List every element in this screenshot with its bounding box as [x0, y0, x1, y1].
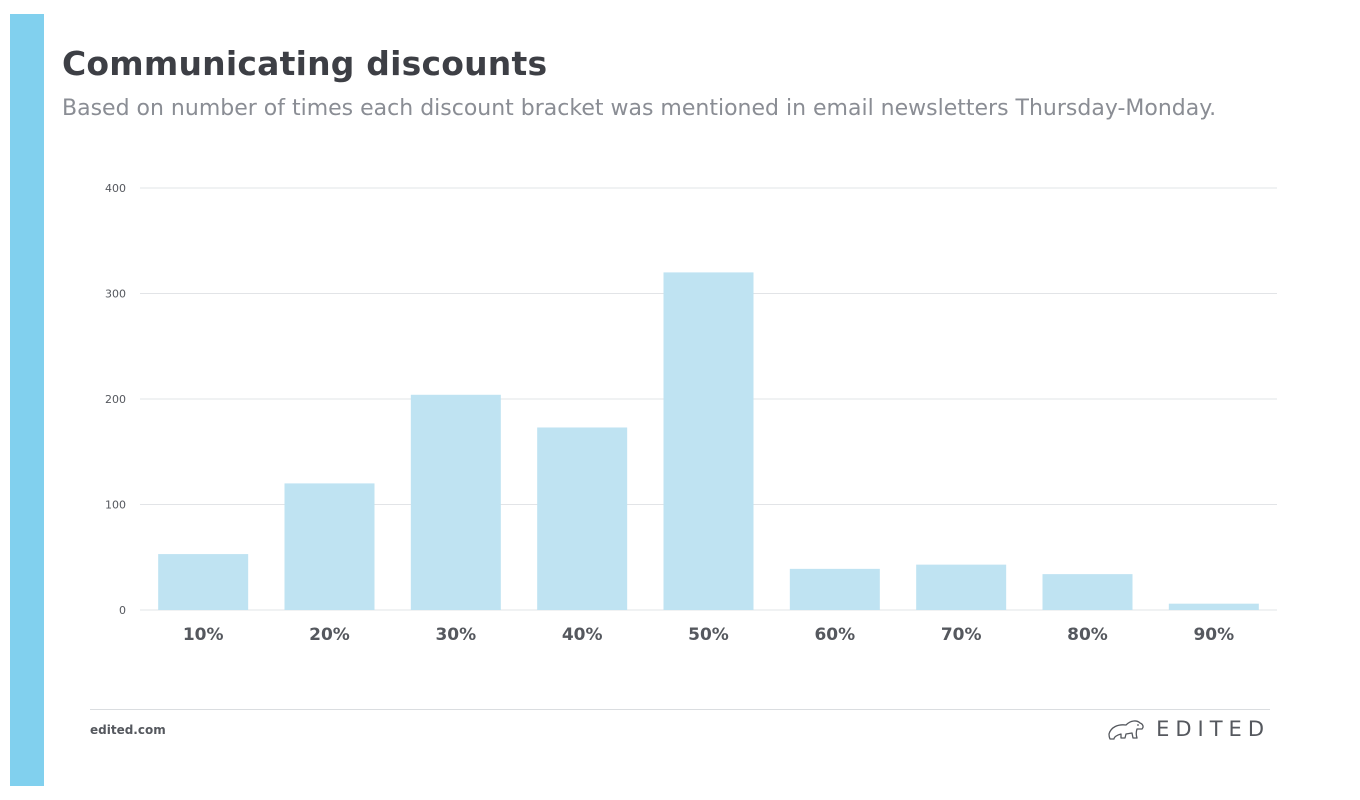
footer-divider [90, 709, 1270, 710]
chart-subtitle: Based on number of times each discount b… [62, 96, 1217, 121]
x-tick-label: 90% [1193, 625, 1234, 645]
y-tick-label: 100 [105, 499, 126, 512]
polar-bear-icon [1108, 720, 1144, 740]
bar-chart: 0 100 200 300 400 10% 20% 30% 40% 50% 60% 70% 80% 90% [105, 182, 1277, 645]
bar [1168, 603, 1259, 610]
x-tick-label: 60% [814, 625, 855, 645]
accent-side-bar [10, 14, 44, 786]
x-tick-label: 30% [435, 625, 476, 645]
bar [663, 272, 754, 610]
x-tick-label: 20% [309, 625, 350, 645]
brand-name: EDITED [1156, 717, 1270, 741]
x-tick-label: 70% [941, 625, 982, 645]
y-tick-label: 0 [119, 604, 126, 617]
bar [789, 568, 880, 610]
y-tick-label: 300 [105, 288, 126, 301]
y-tick-label: 400 [105, 182, 126, 195]
chart-title: Communicating discounts [62, 44, 548, 83]
x-tick-label: 80% [1067, 625, 1108, 645]
x-tick-label: 50% [688, 625, 729, 645]
brand-logo: EDITED [1106, 716, 1270, 742]
bar [1042, 574, 1133, 610]
x-tick-label: 40% [562, 625, 603, 645]
bar [537, 427, 628, 610]
bar [158, 554, 249, 610]
footer-url: edited.com [90, 723, 166, 737]
x-tick-label: 10% [183, 625, 224, 645]
bar [284, 483, 375, 610]
bar [916, 564, 1007, 610]
bar [410, 394, 501, 610]
y-tick-label: 200 [105, 393, 126, 406]
